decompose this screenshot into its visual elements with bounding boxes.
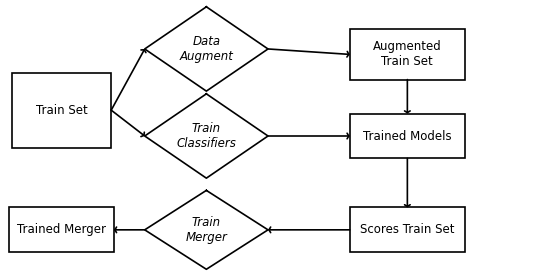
Text: Trained Models: Trained Models bbox=[363, 129, 452, 143]
FancyBboxPatch shape bbox=[10, 207, 114, 252]
Text: Train
Merger: Train Merger bbox=[185, 216, 227, 244]
Text: Data
Augment: Data Augment bbox=[180, 35, 233, 63]
Text: Train Set: Train Set bbox=[36, 104, 87, 117]
FancyBboxPatch shape bbox=[349, 207, 465, 252]
FancyBboxPatch shape bbox=[349, 114, 465, 158]
Polygon shape bbox=[145, 7, 268, 91]
Polygon shape bbox=[145, 190, 268, 269]
Text: Augmented
Train Set: Augmented Train Set bbox=[373, 41, 442, 68]
FancyBboxPatch shape bbox=[12, 73, 111, 148]
Text: Trained Merger: Trained Merger bbox=[17, 223, 106, 236]
Text: Train
Classifiers: Train Classifiers bbox=[176, 122, 236, 150]
Polygon shape bbox=[145, 94, 268, 178]
FancyBboxPatch shape bbox=[349, 29, 465, 79]
Text: Scores Train Set: Scores Train Set bbox=[360, 223, 455, 236]
